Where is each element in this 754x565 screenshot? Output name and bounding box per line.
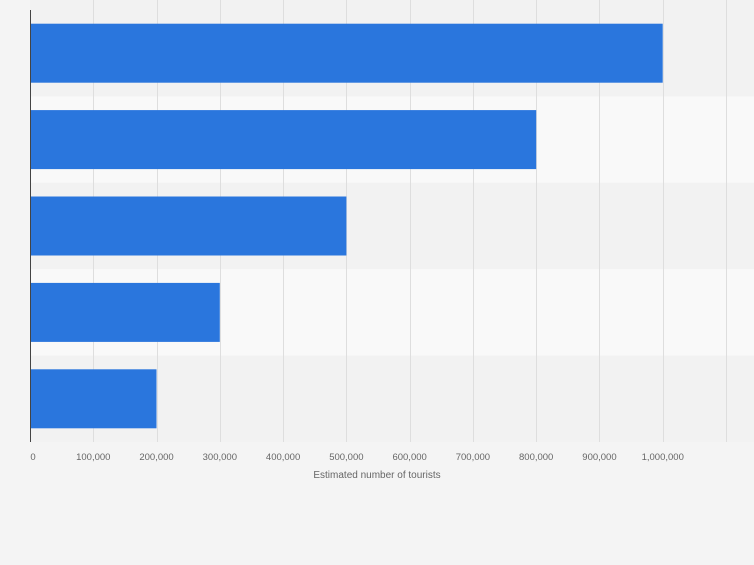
x-tick-label: 500,000 bbox=[329, 452, 363, 463]
x-tick-label: 700,000 bbox=[456, 452, 490, 463]
bar bbox=[30, 369, 157, 429]
bar bbox=[30, 196, 347, 256]
bars bbox=[30, 23, 663, 429]
x-tick-label: 1,000,000 bbox=[642, 452, 684, 463]
bar bbox=[30, 23, 663, 83]
bar bbox=[30, 282, 220, 342]
x-tick-label: 400,000 bbox=[266, 452, 300, 463]
x-tick-label: 800,000 bbox=[519, 452, 553, 463]
x-tick-labels: 0 100,000 200,000 300,000 400,000 500,000 600,… bbox=[30, 452, 684, 463]
bar bbox=[30, 110, 537, 170]
x-tick-label: 300,000 bbox=[203, 452, 237, 463]
x-tick-label: 900,000 bbox=[582, 452, 616, 463]
x-tick-label: 100,000 bbox=[76, 452, 110, 463]
x-axis-label: Estimated number of tourists bbox=[313, 470, 440, 481]
x-tick-label: 200,000 bbox=[139, 452, 173, 463]
x-tick-label: 600,000 bbox=[392, 452, 426, 463]
x-tick-label: 0 bbox=[30, 452, 35, 463]
